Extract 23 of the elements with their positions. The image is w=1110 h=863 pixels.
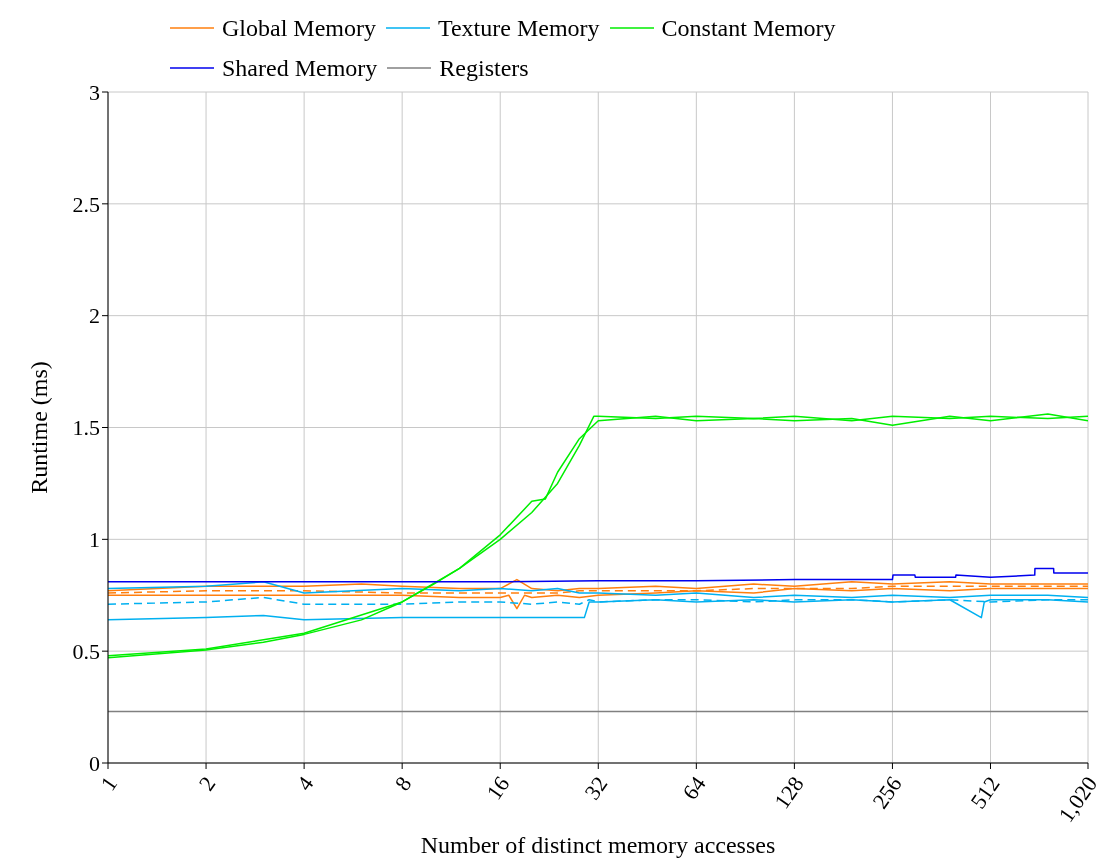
legend-label: Constant Memory [661,14,836,42]
x-tick-label: 4 [291,771,319,796]
x-tick-label: 64 [677,771,711,805]
x-tick-label: 32 [579,771,613,805]
y-tick-label: 1 [89,527,100,553]
y-tick-label: 3 [89,79,100,105]
legend-label: Shared Memory [222,54,378,82]
x-tick-label: 8 [389,771,417,796]
legend-label: Texture Memory [437,14,600,42]
x-tick-label: 128 [769,771,809,814]
y-tick-label: 0.5 [72,638,100,664]
y-tick-label: 1.5 [72,415,100,441]
x-tick-label: 16 [481,771,515,805]
y-tick-label: 2 [89,303,100,329]
x-tick-label: 2 [193,771,221,796]
legend-label: Global Memory [222,14,376,42]
y-tick-label: 2.5 [72,191,100,217]
y-tick-label: 0 [89,750,100,776]
y-axis-title: Runtime (ms) [25,361,52,494]
x-tick-label: 512 [965,771,1005,814]
legend-label: Registers [439,54,529,82]
x-axis-title: Number of distinct memory accesses [420,832,776,858]
x-tick-label: 256 [867,771,907,814]
